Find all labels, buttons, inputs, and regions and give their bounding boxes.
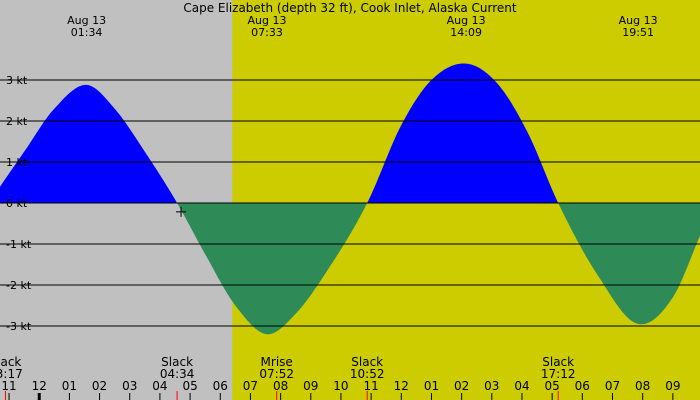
y-tick-label: -3 kt bbox=[6, 320, 32, 333]
hour-tick-label: 09 bbox=[303, 379, 318, 393]
event-labels: Slack23:17Slack04:34Mrise07:52Slack10:52… bbox=[0, 355, 575, 400]
hour-tick-label: 06 bbox=[213, 379, 228, 393]
now-marker bbox=[176, 206, 187, 217]
current-area-layer bbox=[0, 63, 700, 335]
y-tick-label: 3 kt bbox=[6, 74, 28, 87]
event-time-label: 17:12 bbox=[541, 367, 576, 381]
extreme-time-label: 07:33 bbox=[251, 26, 283, 39]
hour-tick-label: 03 bbox=[122, 379, 137, 393]
hour-tick-label: 02 bbox=[454, 379, 469, 393]
extreme-date-label: Aug 13 bbox=[447, 14, 486, 27]
hour-tick-label: 11 bbox=[363, 379, 378, 393]
hour-tick-label: 10 bbox=[333, 379, 348, 393]
chart-title: Cape Elizabeth (depth 32 ft), Cook Inlet… bbox=[183, 1, 517, 15]
hour-tick-label: 05 bbox=[545, 379, 560, 393]
event-name-label: Slack bbox=[351, 355, 383, 369]
event-name-label: Slack bbox=[542, 355, 574, 369]
hour-axis: 11 12 01 02 03 04 05 06 07 08 09 10 11 12 01 02 03 04 05 06… bbox=[1, 379, 680, 400]
hour-tick-label: 07 bbox=[605, 379, 620, 393]
y-tick-label: -1 kt bbox=[6, 238, 32, 251]
y-tick-label: 2 kt bbox=[6, 115, 28, 128]
event-time-label: 23:17 bbox=[0, 367, 23, 381]
y-tick-label: 1 kt bbox=[6, 156, 28, 169]
hour-tick-label: 06 bbox=[575, 379, 590, 393]
extreme-time-label: 14:09 bbox=[450, 26, 482, 39]
hour-tick-label: 08 bbox=[635, 379, 650, 393]
hour-tick-label: 01 bbox=[424, 379, 439, 393]
extreme-date-label: Aug 13 bbox=[619, 14, 658, 27]
event-name-label: Slack bbox=[0, 355, 21, 369]
y-tick-labels: 3 kt 2 kt 1 kt 0 kt -1 kt -2 kt -3 kt bbox=[6, 74, 32, 333]
y-tick-label: 0 kt bbox=[6, 197, 28, 210]
extreme-date-label: Aug 13 bbox=[248, 14, 287, 27]
event-name-label: Mrise bbox=[261, 355, 293, 369]
hour-tick-label: 04 bbox=[514, 379, 529, 393]
hour-tick-label: 12 bbox=[394, 379, 409, 393]
hour-tick-label: 12 bbox=[32, 379, 47, 393]
y-tick-label: -2 kt bbox=[6, 279, 32, 292]
event-time-label: 07:52 bbox=[259, 367, 294, 381]
extreme-time-label: 19:51 bbox=[622, 26, 654, 39]
extreme-date-label: Aug 13 bbox=[67, 14, 106, 27]
extreme-time-label: 01:34 bbox=[71, 26, 103, 39]
hour-tick-label: 01 bbox=[62, 379, 77, 393]
event-name-label: Slack bbox=[161, 355, 193, 369]
hour-tick-label: 02 bbox=[92, 379, 107, 393]
hour-tick-label: 07 bbox=[243, 379, 258, 393]
hour-tick-label: 09 bbox=[665, 379, 680, 393]
flood-current-area bbox=[0, 63, 700, 203]
ebb-current-area bbox=[0, 203, 700, 335]
hour-tick-label: 05 bbox=[182, 379, 197, 393]
hour-tick-label: 11 bbox=[1, 379, 16, 393]
hour-tick-label: 03 bbox=[484, 379, 499, 393]
hour-tick-label: 04 bbox=[152, 379, 167, 393]
gridlines bbox=[0, 79, 700, 327]
current-time-marker bbox=[176, 206, 187, 217]
event-time-label: 04:34 bbox=[160, 367, 195, 381]
hour-tick-label: 08 bbox=[273, 379, 288, 393]
event-time-label: 10:52 bbox=[350, 367, 385, 381]
